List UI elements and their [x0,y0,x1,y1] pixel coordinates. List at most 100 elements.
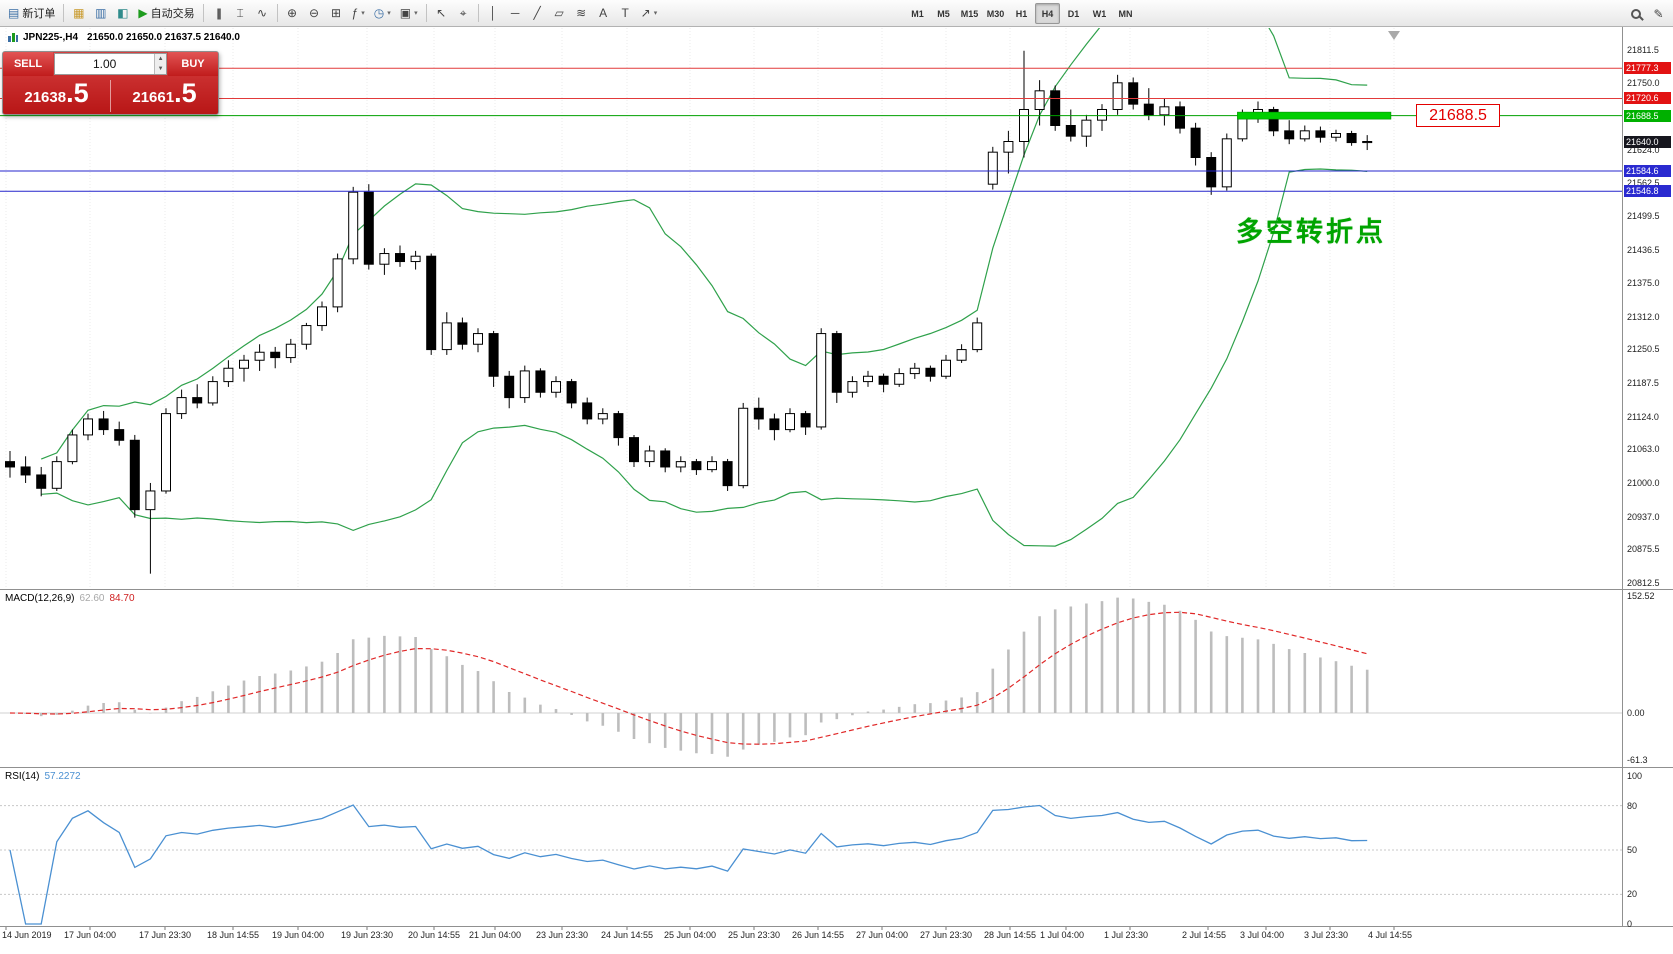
text-tool-icon: A [599,6,608,20]
toolbar-separator [477,4,479,22]
quick-edit-button[interactable]: ✎ [1648,3,1669,24]
sell-price-main: 21638 [24,89,67,106]
rsi-label: RSI(14) [5,771,40,782]
sell-label: SELL [13,58,43,70]
macd-panel-header: MACD(12,26,9) 62.60 84.70 [5,593,135,604]
timeframe-d1-button[interactable]: D1 [1061,3,1086,24]
timeframe-m15-button[interactable]: M15 [957,3,982,24]
buy-button[interactable]: BUY [168,52,218,76]
sell-price[interactable]: 21638.5 [3,76,110,114]
line-chart-button[interactable]: ∿ [252,3,273,24]
price-divider [110,80,111,112]
zoom-out-button[interactable]: ⊖ [304,3,325,24]
vertical-line-button[interactable]: │ [483,3,504,24]
autotrading-play-icon: ▶ [138,6,148,20]
channel-button[interactable]: ▱ [549,3,570,24]
sell-price-fraction: .5 [66,78,89,108]
one-click-price-row: 21638.5 21661.5 [3,76,218,114]
zoom-out-icon: ⊖ [309,6,320,20]
market-watch-button[interactable]: ▥ [90,3,111,24]
crosshair-button[interactable]: ⌖ [453,3,474,24]
trendline-icon: ╱ [533,6,541,20]
chart-window-icon [8,33,18,42]
cursor-button[interactable]: ↖ [431,3,452,24]
timeframe-m30-button[interactable]: M30 [983,3,1008,24]
rsi-panel-header: RSI(14) 57.2272 [5,771,81,782]
market-watch-icon: ▥ [95,6,107,20]
indicators-button[interactable]: ƒ ▾ [348,3,369,24]
buy-price-main: 21661 [132,89,175,106]
sell-button[interactable]: SELL [3,52,53,76]
profiles-button[interactable]: ▦ [68,3,89,24]
bar-chart-icon: ||| [216,6,222,20]
timeframe-mn-button[interactable]: MN [1113,3,1138,24]
volume-increase-button[interactable]: ▲ [155,54,166,64]
toolbar: ▤ 新订单 ▦ ▥ ◧ ▶ 自动交易 ||| ⌶ ∿ ⊕ ⊖ ⊞ ƒ ▾ ◷ ▾ ▣… [0,0,1673,27]
chart-header: JPN225-,H4 21650.0 21650.0 21637.5 21640… [7,32,240,43]
tile-windows-button[interactable]: ⊞ [326,3,347,24]
arrow-tool-icon: ↗ [640,6,651,20]
caret-down-icon: ▾ [414,10,418,17]
timeframe-m1-button[interactable]: M1 [905,3,930,24]
search-button[interactable] [1625,3,1646,24]
timeframe-w1-button[interactable]: W1 [1087,3,1112,24]
annotation-text[interactable]: 多空转折点 [1236,217,1386,247]
timeframe-m5-button[interactable]: M5 [931,3,956,24]
profiles-icon: ▦ [73,6,85,20]
macd-signal-value: 84.70 [109,593,135,604]
new-order-icon: ▤ [8,6,20,20]
fibonacci-icon: ≋ [576,6,587,20]
volume-spinner: ▲ ▼ [154,54,166,74]
toolbar-separator [425,4,427,22]
horizontal-line-button[interactable]: ─ [505,3,526,24]
crosshair-icon: ⌖ [459,6,467,20]
buy-label: BUY [181,58,205,70]
fibonacci-button[interactable]: ≋ [571,3,592,24]
periods-button[interactable]: ◷ ▾ [370,3,395,24]
chart-symbol-period: JPN225-,H4 [23,32,79,43]
candlestick-chart-icon: ⌶ [236,6,244,20]
candlestick-chart-button[interactable]: ⌶ [230,3,251,24]
toolbar-separator [63,4,65,22]
timeframe-h1-button[interactable]: H1 [1009,3,1034,24]
bar-chart-button[interactable]: ||| [208,3,229,24]
volume-decrease-button[interactable]: ▼ [155,64,166,74]
line-chart-icon: ∿ [257,6,268,20]
label-tool-icon: T [621,6,629,20]
volume-box: ▲ ▼ [54,53,167,75]
vertical-line-icon: │ [489,6,497,20]
one-click-trading-panel: SELL ▲ ▼ BUY 21638.5 21661.5 [2,51,219,115]
zoom-in-icon: ⊕ [287,6,298,20]
text-tool-button[interactable]: A [593,3,614,24]
timeframe-toolbar: M1 M5 M15 M30 H1 H4 D1 W1 MN [905,3,1138,24]
pencil-icon: ✎ [1653,6,1664,21]
clock-icon: ◷ [373,6,385,20]
autotrading-label: 自动交易 [150,8,195,20]
caret-down-icon: ▾ [361,10,365,17]
volume-input[interactable] [55,54,155,74]
zoom-in-button[interactable]: ⊕ [282,3,303,24]
timeframe-h4-button[interactable]: H4 [1035,3,1060,24]
navigator-icon: ◧ [117,6,129,20]
buy-price[interactable]: 21661.5 [111,76,218,114]
horizontal-line-icon: ─ [510,6,520,20]
tile-windows-icon: ⊞ [331,6,342,20]
search-icon [1630,8,1641,19]
templates-button[interactable]: ▣ ▾ [396,3,422,24]
indicators-icon: ƒ [351,6,359,20]
chart-ohlc-values: 21650.0 21650.0 21637.5 21640.0 [87,32,240,43]
buy-price-fraction: .5 [174,78,197,108]
caret-down-icon: ▾ [387,10,391,17]
macd-main-value: 62.60 [79,593,105,604]
label-tool-button[interactable]: T [615,3,636,24]
trendline-button[interactable]: ╱ [527,3,548,24]
autotrading-button[interactable]: ▶ 自动交易 [134,3,198,24]
navigator-button[interactable]: ◧ [112,3,133,24]
arrows-tool-button[interactable]: ↗ ▾ [637,3,662,24]
toolbar-separator [276,4,278,22]
price-level-callout[interactable]: 21688.5 [1416,104,1500,127]
new-order-button[interactable]: ▤ 新订单 [4,3,59,24]
new-order-label: 新订单 [22,8,56,20]
